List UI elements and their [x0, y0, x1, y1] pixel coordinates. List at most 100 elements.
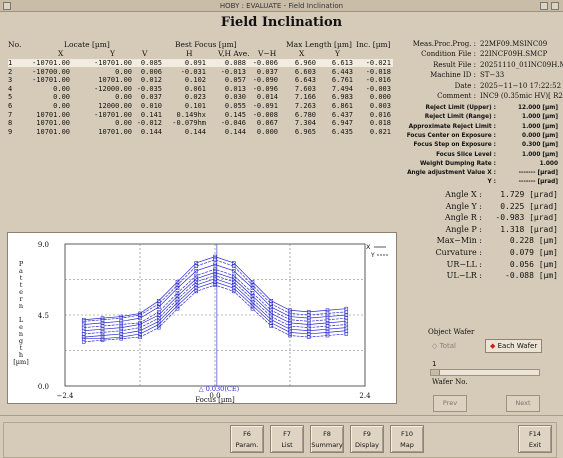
- angle-value: -0.983 [µrad]: [495, 213, 558, 223]
- table-row[interactable]: 7 10701.00 -10701.00 0.141 0.149hx 0.145 -0.00…: [8, 111, 393, 119]
- table-row[interactable]: 8 10701.00 0.00 -0.012 -0.079hm -0.046 0.067 7.…: [8, 119, 393, 127]
- cell-vh: -0.090: [252, 76, 278, 85]
- f9-display-button[interactable]: F9 Display: [350, 425, 384, 453]
- x-tick-label: −2.4: [57, 392, 75, 400]
- param-value: 1.000: [539, 160, 558, 167]
- param-label: Angle adjustment Value X :: [407, 170, 496, 177]
- table-row[interactable]: 2 -10700.00 0.00 0.006 -0.031 -0.013 0.037 6.60…: [8, 68, 393, 76]
- table-row[interactable]: 6 0.00 12000.00 0.010 0.101 0.055 -0.091 7.263 6…: [8, 102, 393, 110]
- table-row[interactable]: 3 -10701.00 10701.00 0.012 0.102 0.057 -0.090 6…: [8, 76, 393, 84]
- f6-param-button[interactable]: F6 Param.: [230, 425, 264, 453]
- angle-value: 0.225 [µrad]: [500, 201, 558, 211]
- f6-key: F6: [243, 430, 251, 438]
- x-axis-label: Focus [µm]: [195, 396, 235, 404]
- cell-vh: 0.014: [256, 93, 278, 102]
- param-label: Reject Limit (Range) :: [424, 114, 496, 121]
- f14-label: Exit: [528, 441, 542, 449]
- cell-ave: 0.144: [224, 127, 246, 136]
- cell-vh: -0.091: [252, 102, 278, 110]
- wafer-slider-value: 1: [432, 360, 437, 368]
- cell-ave: 0.055: [224, 102, 246, 110]
- y-axis-label: n: [19, 330, 23, 338]
- f14-exit-button[interactable]: F14 Exit: [518, 425, 552, 453]
- cell-inc: 0.000: [369, 93, 391, 102]
- cell-vh: 0.037: [256, 67, 278, 76]
- cell-y: 0.00: [115, 93, 132, 102]
- cell-v: -0.035: [136, 84, 162, 93]
- cell-mx: 6.965: [294, 127, 316, 136]
- data-point: [100, 338, 105, 343]
- param-value: 1.000 [µm]: [522, 123, 558, 130]
- param-label: Y :: [487, 179, 496, 186]
- data-point: [81, 317, 86, 322]
- param-value: 0.000 [µm]: [522, 132, 558, 139]
- angle-value: 1.318 [µrad]: [500, 224, 558, 234]
- cell-inc: -0.003: [365, 84, 391, 93]
- param-value: 0.300 [µm]: [522, 142, 558, 149]
- cell-x: 0.00: [53, 102, 70, 110]
- legend-y-label: Y: [370, 252, 375, 259]
- data-point: [138, 311, 142, 316]
- window-title-bar: HOBY : EVALUATE - Field Inclination: [0, 0, 563, 12]
- f7-key: F7: [283, 430, 291, 438]
- cell-y: -10701.00: [94, 110, 132, 119]
- data-point: [325, 308, 330, 313]
- f6-label: Param.: [235, 441, 259, 449]
- angle-label: Angle R :: [444, 213, 482, 223]
- window-menu-icon[interactable]: [3, 2, 11, 10]
- cell-no: 7: [8, 110, 13, 119]
- f7-list-button[interactable]: F7 List: [270, 425, 304, 453]
- cell-ave: 0.013: [224, 84, 246, 93]
- cell-no: 2: [8, 67, 13, 76]
- cell-v: 0.085: [140, 59, 162, 67]
- cell-ave: 0.088: [224, 59, 246, 67]
- f8-summary-button[interactable]: F8 Summary: [310, 425, 344, 453]
- next-button[interactable]: Next: [506, 395, 540, 412]
- cell-my: 6.435: [331, 127, 353, 136]
- cell-my: 6.613: [331, 59, 353, 67]
- wafer-slider-handle[interactable]: [431, 370, 440, 375]
- each-wafer-option-label: Each Wafer: [497, 342, 538, 350]
- cell-inc: 0.021: [369, 127, 391, 136]
- cell-v: 0.006: [140, 67, 162, 76]
- y-axis-label: L: [19, 316, 24, 324]
- cell-y: 0.00: [115, 67, 132, 76]
- table-row[interactable]: 1 -10701.00 -10701.00 0.085 0.091 0.088 -0.006…: [8, 59, 393, 67]
- f10-map-button[interactable]: F10 Map: [390, 425, 424, 453]
- cell-ave: -0.013: [220, 67, 246, 76]
- table-row[interactable]: 9 10701.00 10701.00 0.144 0.144 0.144 0.000 6.9…: [8, 128, 393, 136]
- data-point: [213, 283, 217, 287]
- object-wafer-label: Object Wafer: [428, 328, 475, 336]
- minimize-icon[interactable]: [540, 2, 548, 10]
- angle-value: 0.079 [µm]: [509, 248, 558, 257]
- wafer-slider[interactable]: [430, 369, 540, 376]
- info-label: Condition File :: [421, 50, 476, 59]
- data-point: [306, 310, 311, 314]
- data-point: [156, 325, 161, 330]
- table-row[interactable]: 4 0.00 -12000.00 -0.035 0.061 0.013 -0.096 7.60…: [8, 85, 393, 93]
- each-wafer-option[interactable]: ◆ Each Wafer: [485, 339, 542, 353]
- cell-ave: 0.030: [224, 93, 246, 102]
- data-point: [175, 280, 180, 284]
- cell-mx: 7.304: [294, 119, 316, 128]
- header-no: No.: [8, 40, 22, 49]
- maximize-icon[interactable]: [551, 2, 559, 10]
- cell-inc: -0.018: [365, 67, 391, 76]
- cell-my: 6.947: [331, 119, 353, 128]
- param-label: Focus Center on Exposure :: [406, 132, 496, 139]
- info-value: ST−33: [480, 71, 505, 80]
- total-option[interactable]: ◇ Total: [432, 342, 456, 350]
- cell-inc: 0.003: [369, 102, 391, 110]
- data-point: [344, 306, 349, 311]
- header-max-length: Max Length [µm]: [286, 40, 352, 49]
- data-point: [81, 340, 86, 344]
- data-point: [250, 306, 255, 311]
- table-row[interactable]: 5 0.00 0.00 0.037 0.023 0.030 0.014 7.166 6.983 0…: [8, 93, 393, 101]
- cell-h: 0.091: [184, 59, 206, 67]
- cell-ave: 0.145: [224, 110, 246, 119]
- prev-button[interactable]: Prev: [433, 395, 467, 412]
- cell-inc: 0.018: [369, 119, 391, 128]
- cell-x: 0.00: [53, 84, 70, 93]
- header-locate: Locate [µm]: [64, 40, 110, 49]
- cell-vh: -0.008: [252, 110, 278, 119]
